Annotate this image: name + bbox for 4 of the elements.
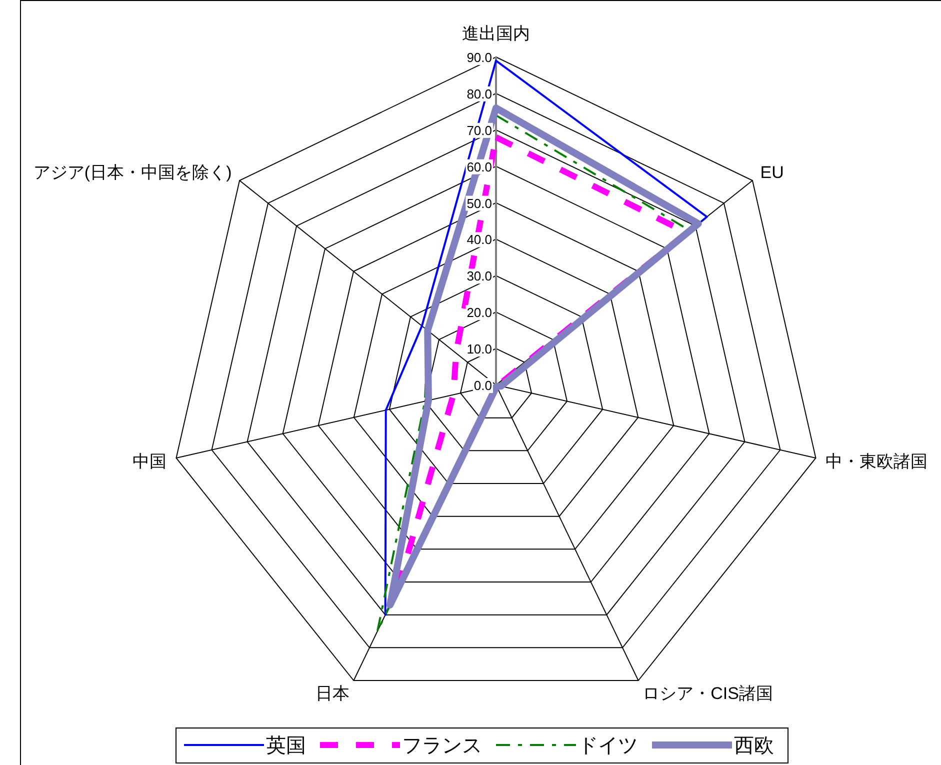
legend-label: 英国: [266, 735, 306, 757]
legend-label: 西欧: [734, 735, 774, 757]
legend-label: フランス: [402, 735, 482, 757]
legend-label: ドイツ: [578, 735, 638, 757]
